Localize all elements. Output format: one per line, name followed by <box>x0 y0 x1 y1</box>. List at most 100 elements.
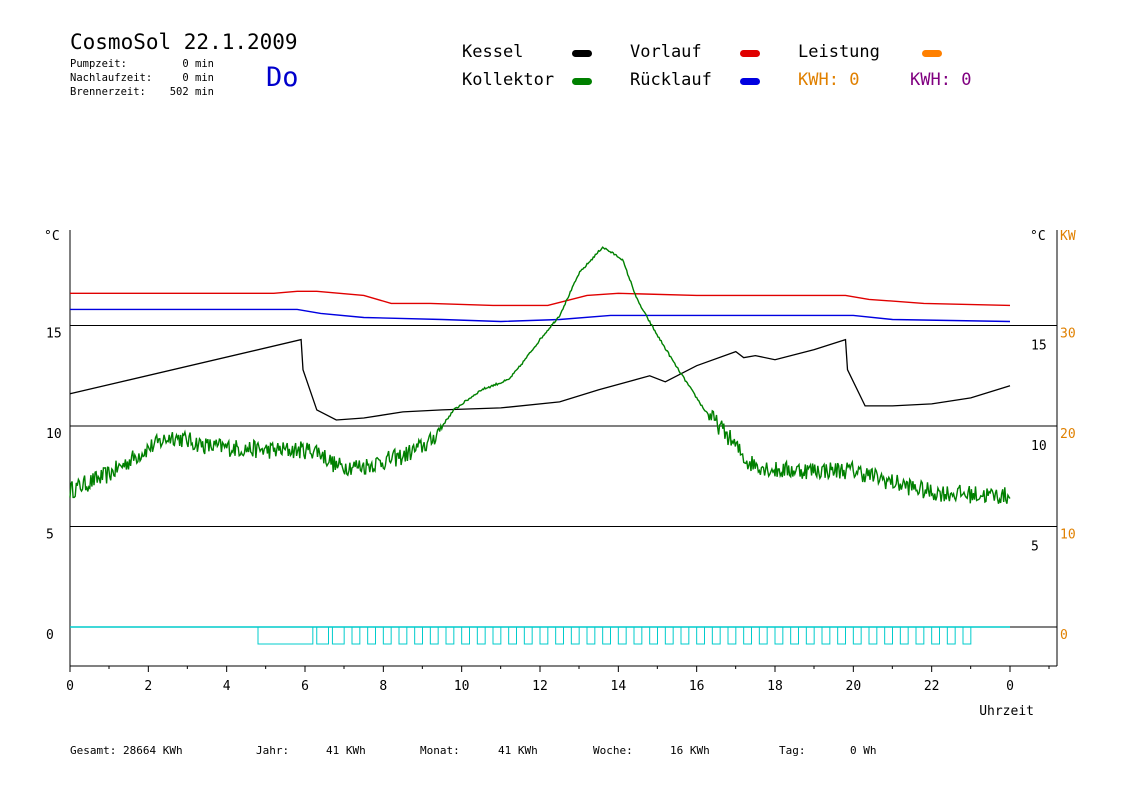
pump-bar <box>727 626 737 645</box>
pump-bar <box>962 626 972 645</box>
footer-woche: Woche: <box>593 744 633 757</box>
y-tick-left: 5 <box>46 528 54 543</box>
x-axis-label: Uhrzeit <box>979 704 1034 719</box>
pump-bar <box>837 626 847 645</box>
pump-bar <box>617 626 627 645</box>
pump-bar <box>461 626 470 645</box>
stat-pumpzeit: Pumpzeit: 0 min <box>70 58 214 70</box>
x-tick-label: 16 <box>689 679 705 694</box>
pump-bar <box>946 626 956 645</box>
footer-jahr: Jahr: <box>256 744 290 757</box>
y-tick-left: 10 <box>46 427 62 442</box>
pump-bar <box>680 626 690 645</box>
pump-bar <box>570 626 580 645</box>
legend-leistung-label: Leistung <box>798 42 880 62</box>
stat-nachlaufzeit: Nachlaufzeit: 0 min <box>70 72 214 84</box>
y-tick-right-power: 10 <box>1060 528 1076 543</box>
pump-bar <box>743 626 753 645</box>
pump-bar <box>539 626 549 645</box>
x-tick-label: 2 <box>144 679 152 694</box>
x-tick-label: 8 <box>379 679 387 694</box>
y-tick-right-temp: 5 <box>1031 540 1039 555</box>
footer-jahr-value: 41 KWh <box>326 744 366 757</box>
series-line-vorlauf <box>70 290 1011 307</box>
pump-bar <box>414 626 423 645</box>
y-tick-right-power: 30 <box>1060 327 1076 342</box>
y-tick-right-power: 0 <box>1060 628 1068 643</box>
pump-bar <box>696 626 706 645</box>
pump-bar <box>508 626 517 645</box>
x-tick-label: 18 <box>767 679 783 694</box>
y-tick-right-temp: 15 <box>1031 339 1047 354</box>
series-line-ruecklauf <box>70 308 1011 323</box>
legend-kessel-swatch <box>572 50 592 57</box>
pump-bar <box>868 626 878 645</box>
pump-bar <box>382 626 392 645</box>
pump-bar <box>649 626 659 645</box>
y-tick-right-temp: 10 <box>1031 439 1047 454</box>
stat-brennerzeit: Brennerzeit: 502 min <box>70 86 214 98</box>
pump-bar <box>931 626 941 645</box>
pump-bar <box>899 626 909 645</box>
pump-bar <box>805 626 815 645</box>
legend-ruecklauf-swatch <box>740 78 760 85</box>
legend-kollektor-swatch <box>572 78 592 85</box>
pump-bar <box>523 626 533 645</box>
x-tick-label: 0 <box>66 679 74 694</box>
legend-vorlauf-label: Vorlauf <box>630 42 702 62</box>
chart-title: CosmoSol 22.1.2009 <box>70 30 298 54</box>
x-tick-label: 20 <box>846 679 862 694</box>
pump-bar <box>476 626 486 645</box>
pump-bar <box>331 626 345 645</box>
y-unit-left: °C <box>44 229 60 244</box>
pump-bar <box>429 626 439 645</box>
pump-bar <box>367 626 376 645</box>
pump-bar <box>398 626 408 645</box>
series-line-kollektor <box>69 246 1011 504</box>
legend-kessel-label: Kessel <box>462 42 524 62</box>
pump-bar <box>555 626 565 645</box>
x-tick-label: 12 <box>532 679 548 694</box>
x-tick-label: 0 <box>1006 679 1014 694</box>
footer-tag: Tag: <box>779 744 806 757</box>
pump-bar <box>790 626 800 645</box>
weekday-label: Do <box>266 62 299 93</box>
pump-bar <box>915 626 925 645</box>
pump-bar <box>711 626 721 645</box>
pump-bar <box>492 626 502 645</box>
pump-bar <box>774 626 784 645</box>
legend-ruecklauf-label: Rücklauf <box>630 70 712 90</box>
series-line-kessel <box>69 338 1011 421</box>
y-tick-left: 0 <box>46 628 54 643</box>
pump-bar <box>586 626 596 645</box>
footer-monat-value: 41 KWh <box>498 744 538 757</box>
pump-bar <box>316 626 329 645</box>
x-tick-label: 22 <box>924 679 940 694</box>
legend-kollektor-label: Kollektor <box>462 70 555 90</box>
x-tick-label: 14 <box>611 679 627 694</box>
y-unit-right-power: KW <box>1060 229 1076 244</box>
pump-bar <box>633 626 643 645</box>
x-tick-label: 10 <box>454 679 470 694</box>
y-tick-left: 15 <box>46 327 62 342</box>
pump-bar <box>257 626 314 645</box>
footer-tag-value: 0 Wh <box>850 744 877 757</box>
footer-woche-value: 16 KWh <box>670 744 710 757</box>
kwh-purple: KWH: 0 <box>910 70 972 90</box>
pump-bar <box>445 626 455 645</box>
pump-bar <box>884 626 894 645</box>
pump-bar <box>351 626 361 645</box>
kwh-orange: KWH: 0 <box>798 70 860 90</box>
pump-bar <box>664 626 674 645</box>
pump-bar <box>602 626 612 645</box>
y-tick-right-power: 20 <box>1060 427 1076 442</box>
x-tick-label: 4 <box>223 679 231 694</box>
legend-vorlauf-swatch <box>740 50 760 57</box>
footer-monat: Monat: <box>420 744 460 757</box>
x-tick-label: 6 <box>301 679 309 694</box>
legend-leistung-swatch <box>922 50 942 57</box>
pump-bar <box>758 626 768 645</box>
pump-bar <box>852 626 862 645</box>
pump-bar <box>821 626 831 645</box>
